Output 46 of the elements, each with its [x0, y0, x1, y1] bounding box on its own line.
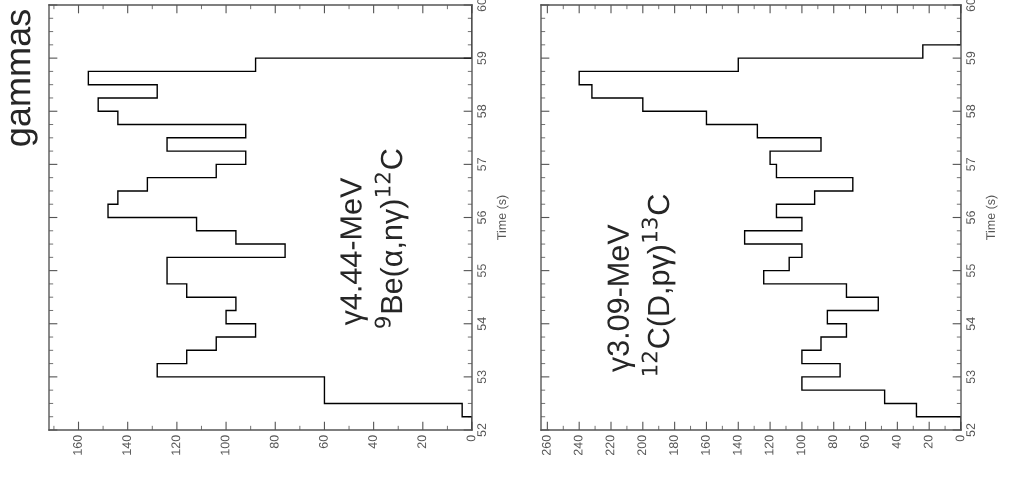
x-tick-label: 0	[466, 435, 476, 442]
x-tick-label: 60	[318, 435, 328, 449]
y-tick-label: 53	[966, 370, 976, 384]
x-tick-label: 140	[122, 435, 132, 455]
y-tick-label: 54	[477, 317, 487, 331]
x-tick-label: 40	[891, 435, 901, 449]
x-tick-label: 80	[828, 435, 838, 449]
x-tick-label: 100	[220, 435, 230, 455]
text: gammas	[10, 10, 38, 146]
y-tick-label: 56	[966, 211, 976, 224]
x-tick-label: 20	[923, 435, 933, 449]
annotation: $^{9}$Be(α,nγ)$^{12}$C	[374, 149, 409, 328]
x-tick-label: 120	[171, 435, 181, 455]
x-tick-label: 220	[605, 435, 615, 456]
annotation: γ3.09-MeV	[607, 224, 636, 373]
x-tick-label: 100	[796, 435, 806, 455]
y-tick-label: 55	[966, 264, 976, 278]
y-tick-label: 53	[477, 370, 487, 384]
y-tick-label: 58	[477, 104, 487, 118]
x-tick-label: 160	[73, 435, 82, 455]
x-tick-label: 0	[955, 435, 965, 442]
annotation: γ4.44-MeV	[340, 177, 368, 326]
x-tick-label: 260	[541, 435, 551, 456]
x-tick-label: 160	[700, 435, 710, 455]
x-tick-label: 120	[764, 435, 774, 455]
annotation: $^{12}$C(D,pγ)$^{13}$C	[641, 194, 676, 375]
x-tick-label: 240	[573, 435, 583, 456]
x-tick-label: 40	[368, 435, 377, 449]
y-axis-title: Time (s)	[496, 195, 509, 240]
y-tick-label: 52	[966, 423, 976, 437]
y-axis-title: Time (s)	[985, 195, 998, 240]
y-tick-label: 52	[477, 423, 487, 437]
y-tick-label: 59	[966, 51, 976, 65]
x-tick-label: 140	[732, 435, 742, 455]
y-tick-label: 57	[477, 158, 487, 171]
x-tick-label: 200	[637, 435, 647, 456]
y-tick-label: 58	[966, 104, 976, 118]
x-tick-label: 180	[669, 435, 678, 455]
y-tick-label: 56	[477, 211, 487, 224]
y-tick-label: 57	[966, 158, 976, 171]
x-tick-label: 60	[860, 435, 869, 449]
y-tick-label: 59	[477, 51, 487, 65]
x-tick-label: 80	[269, 435, 279, 449]
x-tick-label: 20	[417, 435, 427, 449]
y-tick-label: 54	[966, 317, 976, 331]
y-tick-label: 55	[477, 264, 487, 278]
